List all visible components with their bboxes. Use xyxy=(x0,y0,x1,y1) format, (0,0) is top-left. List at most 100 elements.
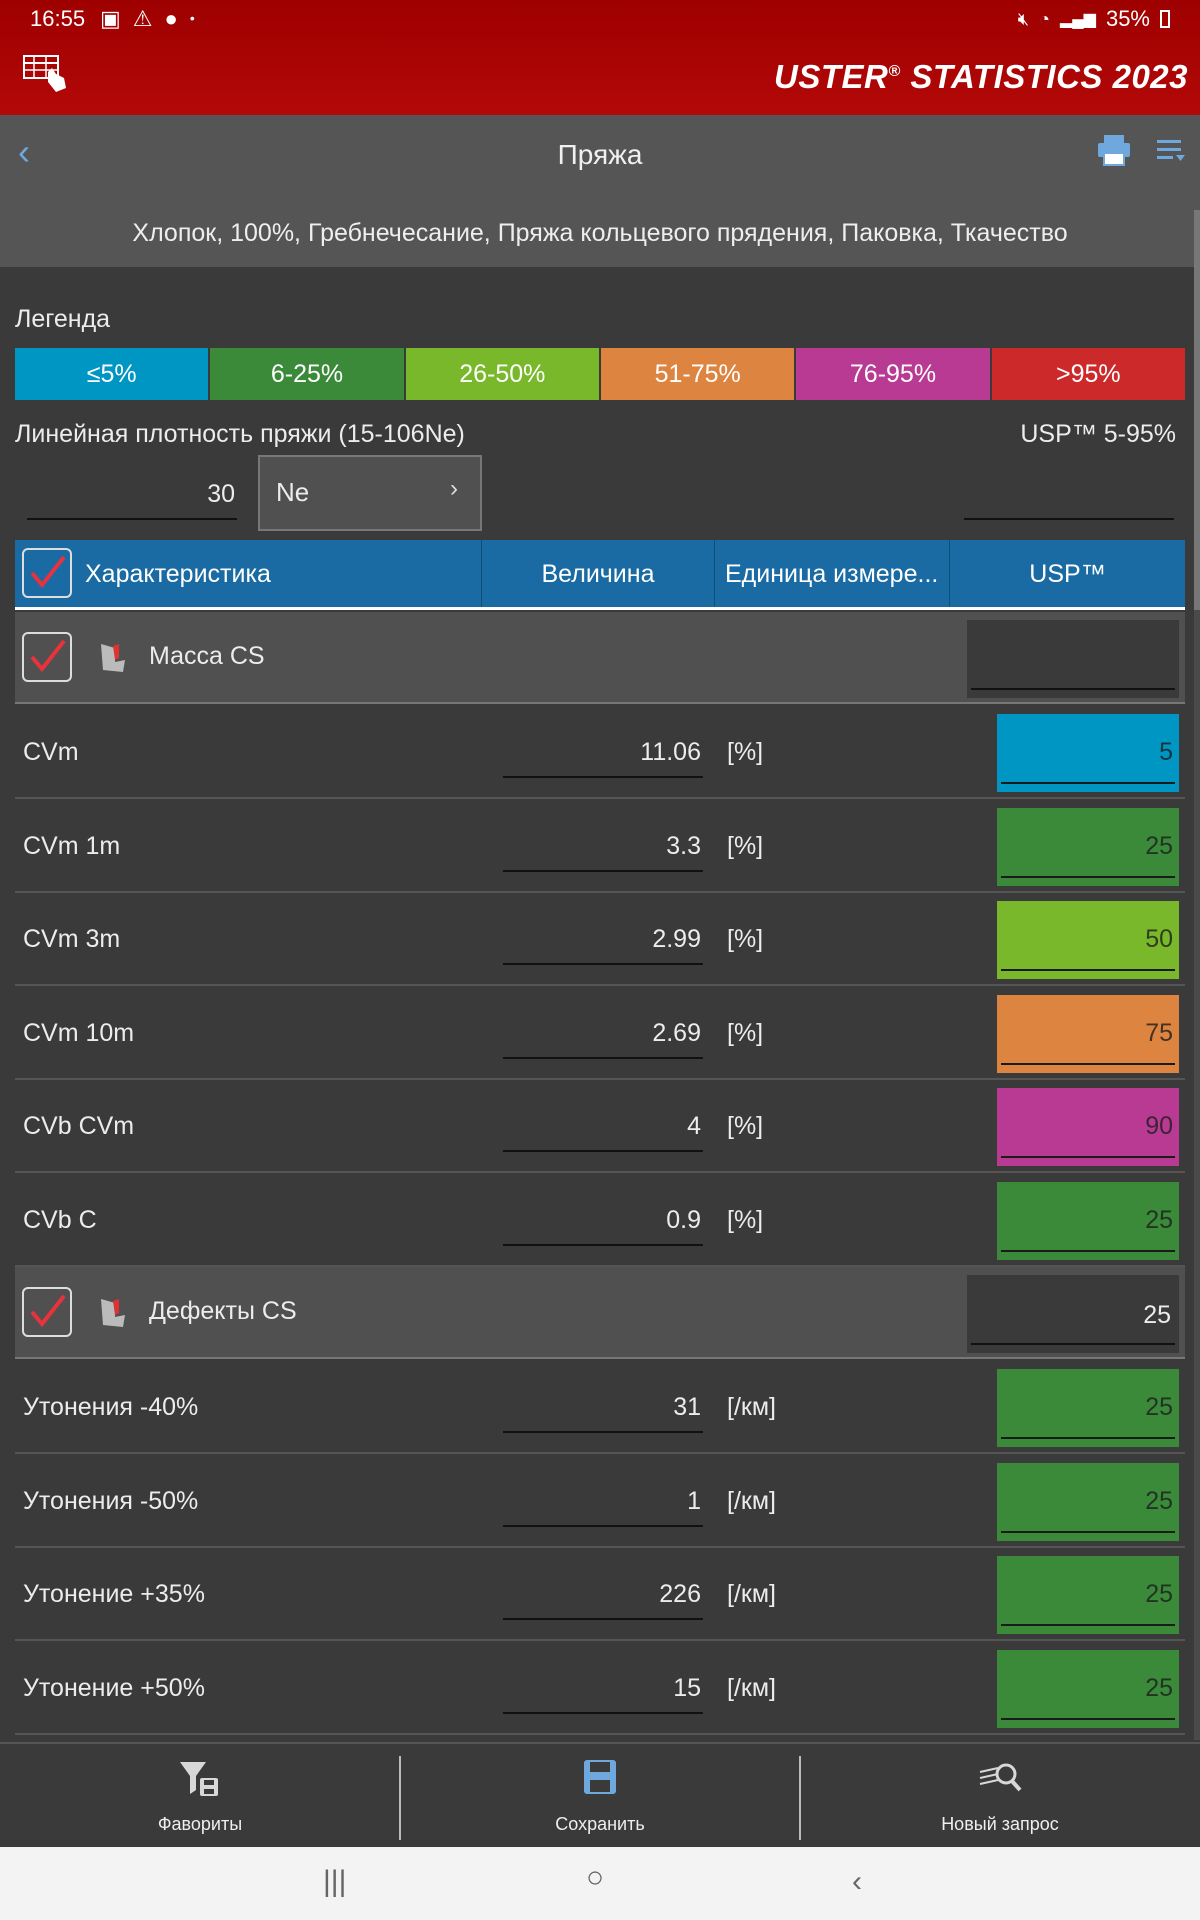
row-usp-value: 5 xyxy=(1159,738,1173,766)
row-usp-value: 25 xyxy=(1145,1205,1173,1234)
header-value: Величина xyxy=(482,540,715,607)
row-value-input[interactable]: 11.06 xyxy=(503,730,703,778)
mute-icon: 🔇︎ xyxy=(1017,8,1030,29)
account-icon: ● xyxy=(164,6,178,31)
row-unit: [%] xyxy=(727,1112,764,1140)
usp-input[interactable] xyxy=(964,470,1174,520)
legend-segment: 26-50% xyxy=(405,348,599,400)
row-name: CVb CVm xyxy=(23,1112,135,1140)
row-name: Утонения -40% xyxy=(23,1393,199,1421)
row-usp-value: 75 xyxy=(1145,1018,1173,1047)
row-value-input[interactable]: 3.3 xyxy=(503,824,703,872)
row-usp-value: 25 xyxy=(1145,1580,1173,1608)
row-usp-field[interactable]: 90 xyxy=(997,1088,1179,1166)
status-bar: 16:55 ▣ ⚠ ● • 🔇︎ ◔ ▂▄▆ 35% xyxy=(0,0,1200,38)
group-checkbox[interactable] xyxy=(22,632,72,682)
row-usp-field[interactable]: 25 xyxy=(997,1556,1179,1634)
page-title: Пряжа xyxy=(557,139,643,170)
search-list-icon xyxy=(979,1763,1022,1792)
table-row: Утонения -50% 1 [/км] 25 xyxy=(15,1455,1185,1548)
new-query-button[interactable]: Новый запрос xyxy=(800,1744,1200,1849)
filter-save-icon xyxy=(180,1762,218,1796)
group-header[interactable]: Масса CS xyxy=(15,612,1185,704)
row-name: CVb C xyxy=(23,1205,97,1234)
row-name: CVm 10m xyxy=(23,1018,135,1047)
row-unit: [%] xyxy=(727,925,764,953)
divider xyxy=(399,1756,401,1840)
table-row: CVm 10m 2.69 [%] 75 xyxy=(15,987,1185,1080)
status-right: 🔇︎ ◔ ▂▄▆ 35% xyxy=(1018,6,1170,32)
row-usp-field[interactable]: 25 xyxy=(997,807,1179,886)
group-checkbox[interactable] xyxy=(22,1287,72,1337)
table-row: CVm 1m 3.3 [%] 25 xyxy=(15,800,1185,893)
row-value-input[interactable]: 1 xyxy=(503,1479,703,1527)
table-row: CVm 3m 2.99 [%] 50 xyxy=(15,893,1185,986)
row-usp-field[interactable]: 25 xyxy=(997,1462,1179,1541)
table-row: CVm 11.06 [%] 5 xyxy=(15,706,1185,799)
recents-icon[interactable]: ||| xyxy=(323,1865,347,1898)
row-name: Утонения -50% xyxy=(23,1486,199,1515)
list-menu-icon[interactable] xyxy=(1156,135,1186,165)
row-value-input[interactable]: 226 xyxy=(503,1572,703,1620)
legend-segment: 51-75% xyxy=(600,348,795,400)
table-row: Утонение +50% 15 [/км] 25 xyxy=(15,1642,1185,1735)
row-unit: [/км] xyxy=(727,1580,776,1608)
save-button[interactable]: Сохранить xyxy=(400,1744,800,1849)
header-usp: USP™ xyxy=(1029,560,1106,588)
row-value-input[interactable]: 2.69 xyxy=(503,1011,703,1059)
row-value-input[interactable]: 15 xyxy=(503,1666,703,1714)
print-icon[interactable] xyxy=(1096,133,1132,167)
group-usp-field[interactable] xyxy=(967,620,1179,698)
row-usp-value: 25 xyxy=(1145,831,1173,860)
row-usp-field[interactable]: 25 xyxy=(997,1181,1179,1260)
usp-range: USP™ 5-95% xyxy=(1020,420,1176,448)
row-usp-field[interactable]: 25 xyxy=(997,1649,1179,1728)
group-header[interactable]: Дефекты CS 25 xyxy=(15,1267,1185,1359)
group-usp-value: 25 xyxy=(1143,1301,1171,1329)
notification-icons: ▣ ⚠ ● • xyxy=(100,6,195,32)
row-value-input[interactable]: 0.9 xyxy=(503,1198,703,1246)
legend-segment: ≤5% xyxy=(15,348,209,400)
back-icon[interactable]: ‹ xyxy=(852,1865,862,1898)
scrollbar-thumb[interactable] xyxy=(1194,210,1200,610)
table-row: Утонение +35% 226 [/км] 25 xyxy=(15,1548,1185,1641)
row-value-input[interactable]: 31 xyxy=(503,1385,703,1433)
scrollbar[interactable] xyxy=(1194,210,1200,1740)
row-usp-value: 25 xyxy=(1145,1393,1173,1421)
header-unit: Единица измере... xyxy=(715,540,950,607)
row-usp-field[interactable]: 25 xyxy=(997,1369,1179,1447)
row-unit: [%] xyxy=(727,831,764,860)
group-usp-field[interactable]: 25 xyxy=(967,1275,1179,1353)
unit-select[interactable]: Ne › xyxy=(258,455,482,531)
home-icon[interactable]: ○ xyxy=(586,1861,605,1894)
row-usp-field[interactable]: 5 xyxy=(997,714,1179,792)
signal-icon: ▂▄▆ xyxy=(1060,11,1096,28)
row-value-input[interactable]: 4 xyxy=(503,1104,703,1152)
row-usp-field[interactable]: 50 xyxy=(997,901,1179,979)
chevron-right-icon: › xyxy=(450,475,458,502)
back-chevron-icon[interactable]: ‹ xyxy=(18,131,30,172)
table-header: Характеристика Величина Единица измере..… xyxy=(15,540,1185,610)
yarn-description: Хлопок, 100%, Гребнечесание, Пряжа кольц… xyxy=(0,201,1200,267)
table-hand-icon[interactable] xyxy=(22,54,70,94)
battery-level: 35% xyxy=(1105,6,1150,31)
legend-segment: 76-95% xyxy=(796,348,990,400)
density-input[interactable]: 30 xyxy=(27,470,237,520)
favorites-button[interactable]: Фавориты xyxy=(0,1744,400,1849)
select-all-checkbox[interactable] xyxy=(22,548,72,598)
table-row: CVb C 0.9 [%] 25 xyxy=(15,1174,1185,1267)
divider xyxy=(799,1756,801,1840)
legend: ≤5% 6-25% 26-50% 51-75% 76-95% >95% xyxy=(15,348,1185,400)
table-row: CVb CVm 4 [%] 90 xyxy=(15,1080,1185,1173)
save-icon xyxy=(584,1760,616,1794)
dot-icon: • xyxy=(189,10,195,26)
row-usp-value: 90 xyxy=(1145,1112,1173,1140)
row-usp-field[interactable]: 75 xyxy=(997,994,1179,1073)
row-value-input[interactable]: 2.99 xyxy=(503,917,703,965)
battery-icon xyxy=(1160,10,1170,28)
row-usp-value: 25 xyxy=(1145,1673,1173,1702)
row-name: CVm 1m xyxy=(23,831,121,860)
header-characteristic: Характеристика xyxy=(15,540,482,607)
yarn-module-icon xyxy=(95,1295,131,1331)
group-label: Дефекты CS xyxy=(149,1297,297,1325)
